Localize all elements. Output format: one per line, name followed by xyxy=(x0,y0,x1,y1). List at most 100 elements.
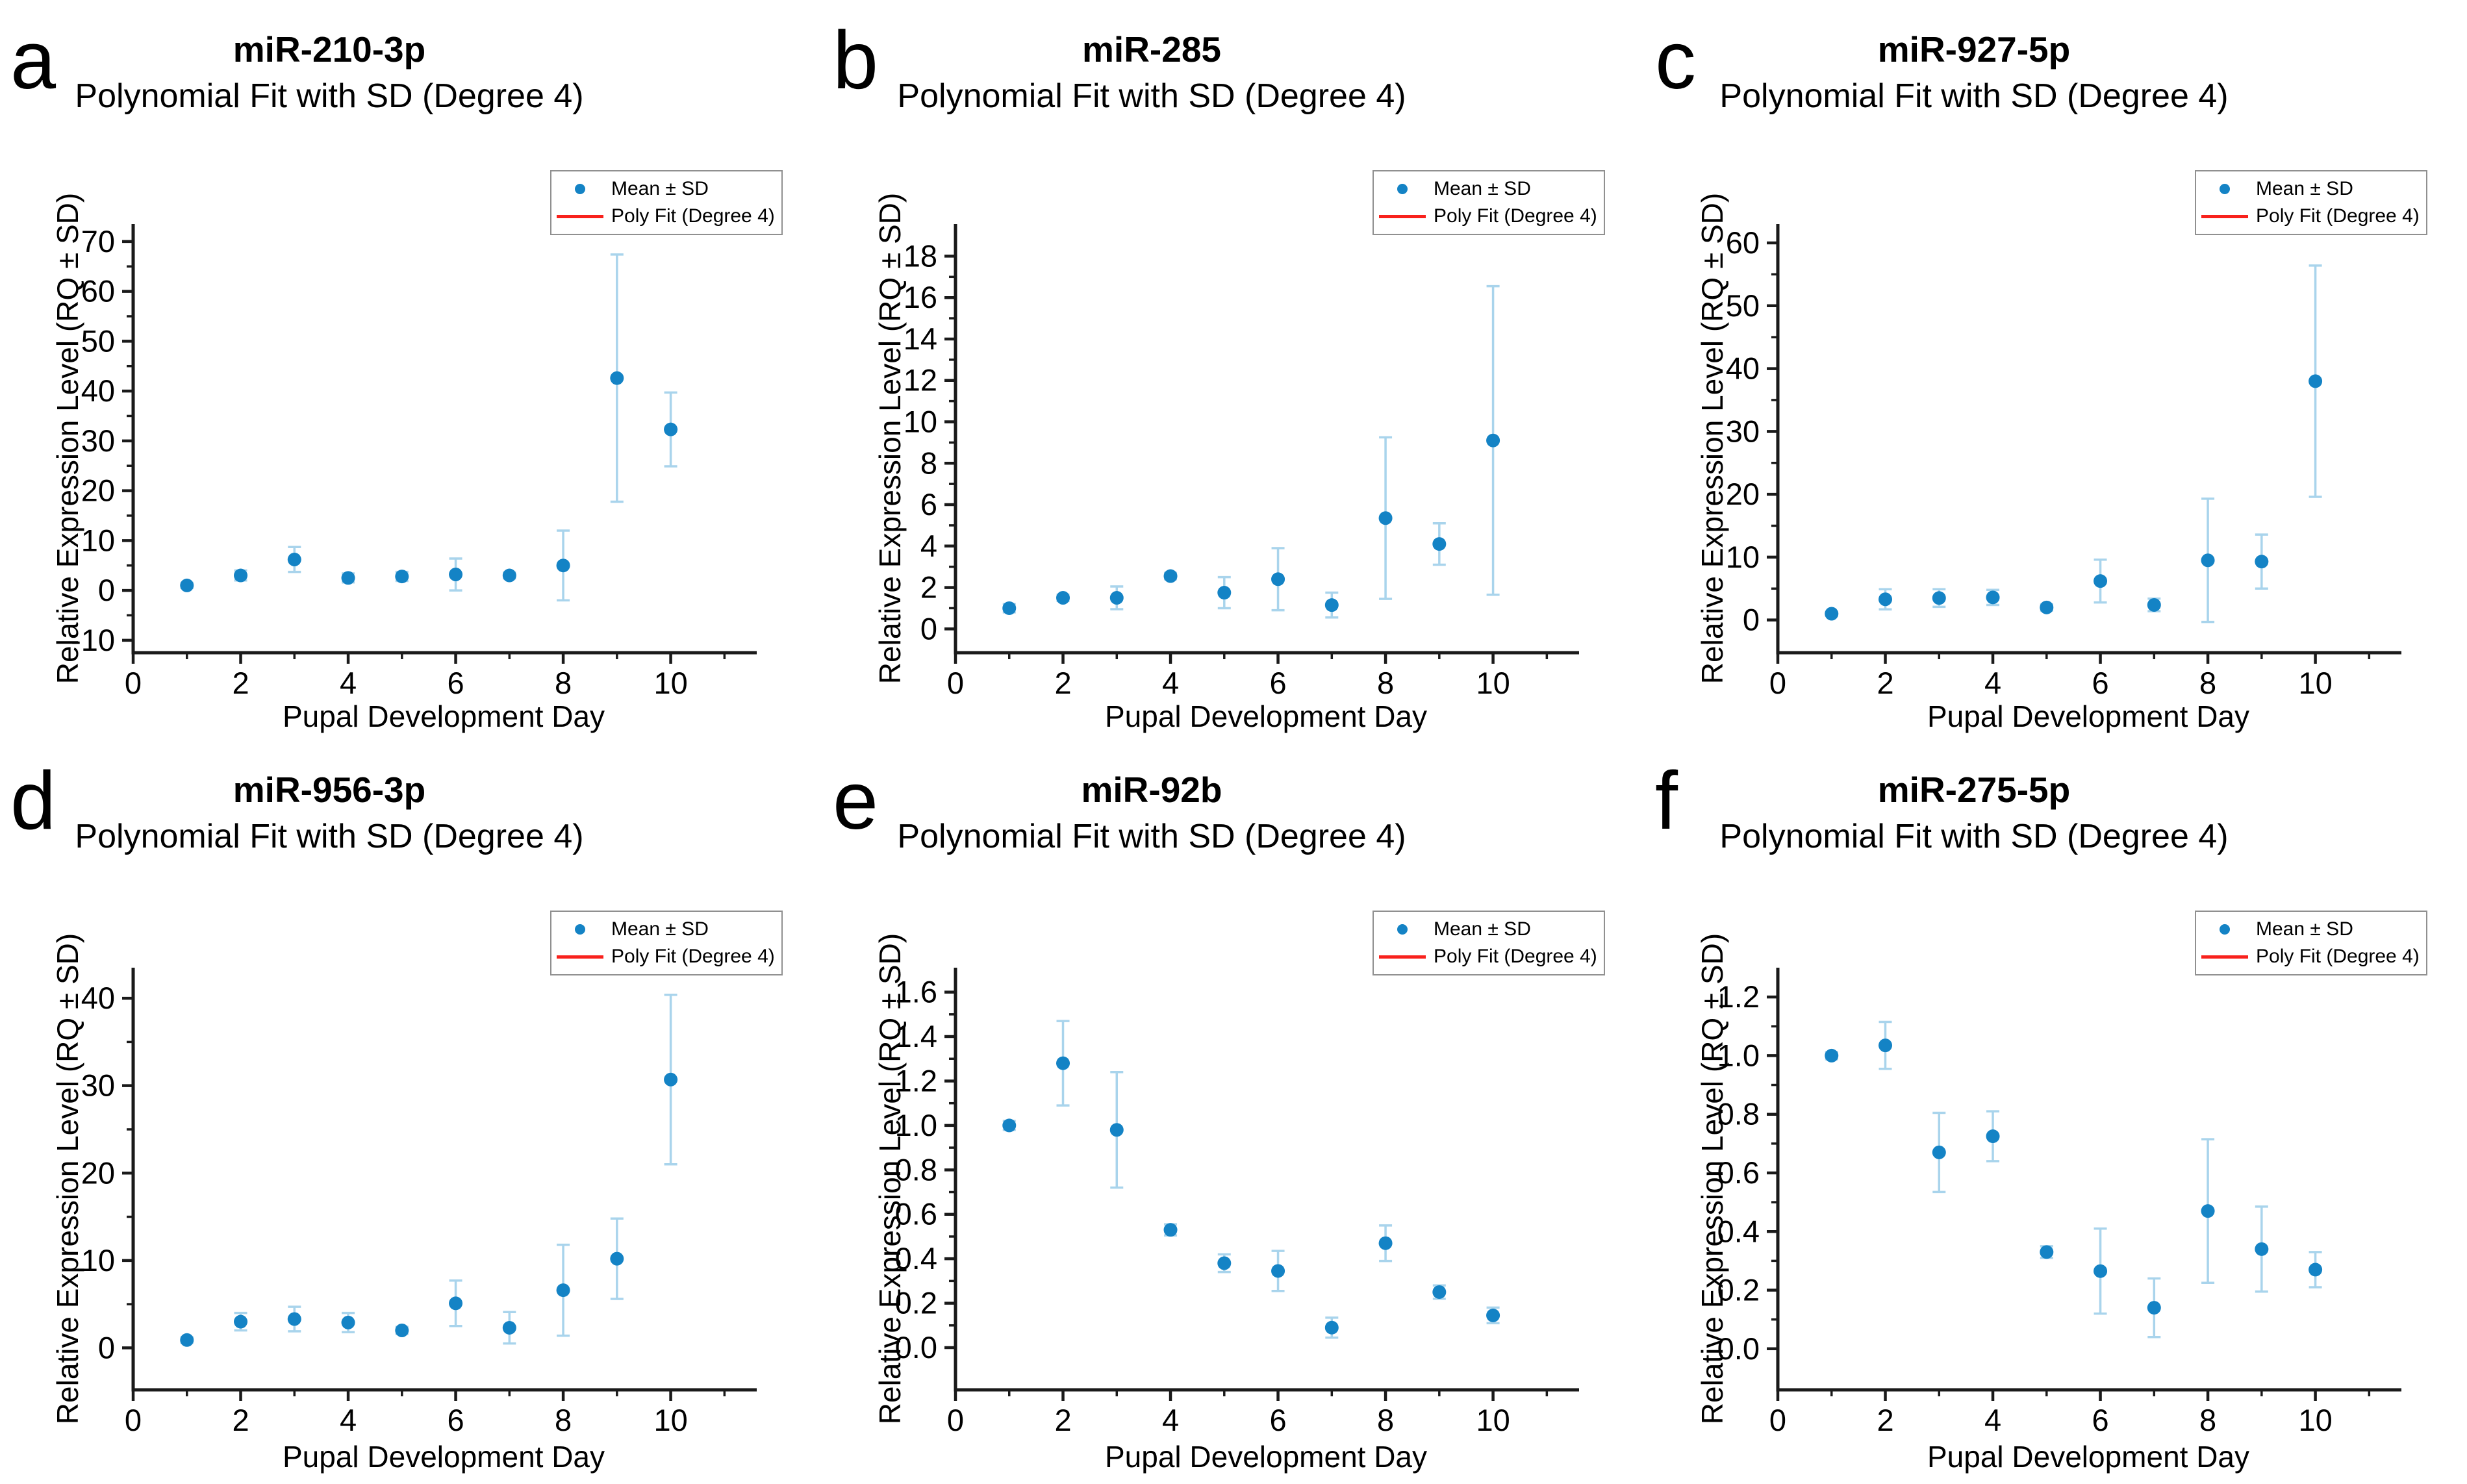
poly-fit-line-icon xyxy=(1376,214,1428,218)
x-tick-label: 6 xyxy=(2092,1403,2108,1437)
data-point xyxy=(502,568,516,583)
x-tick-label: 10 xyxy=(653,1403,687,1437)
x-tick-label: 4 xyxy=(1984,666,2001,700)
data-point xyxy=(449,568,463,582)
legend-row-mean: Mean ± SD xyxy=(554,916,775,943)
chart-plot-area: 0 10 20 30 40 50 60 0 2 4 6 8 10 xyxy=(1726,224,2401,700)
data-point xyxy=(1002,601,1017,615)
data-point xyxy=(664,1072,678,1087)
chart-subtitle: Polynomial Fit with SD (Degree 4) xyxy=(75,818,584,855)
y-tick-label: 20 xyxy=(1726,477,1760,511)
y-tick-label: 30 xyxy=(81,423,115,458)
data-point xyxy=(180,1333,194,1347)
data-point xyxy=(556,559,570,573)
chart-plot-area: 0.0 0.2 0.4 0.6 0.8 1.0 1.2 0 2 4 6 8 10 xyxy=(1717,968,2401,1437)
panel-c: 0 10 20 30 40 50 60 0 2 4 6 8 10 c miR-927-5p Polyno… xyxy=(1645,0,2467,744)
legend-label-mean: Mean ± SD xyxy=(1434,918,1531,940)
poly-fit-line-icon xyxy=(2199,214,2251,218)
data-point xyxy=(234,568,248,583)
x-tick-label: 10 xyxy=(1476,666,1510,700)
x-axis-label: Pupal Development Day xyxy=(1104,699,1428,733)
axes xyxy=(944,968,1579,1401)
x-tick-label: 2 xyxy=(1054,1403,1071,1437)
y-tick-label: 2 xyxy=(920,570,937,605)
data-point xyxy=(234,1314,248,1329)
x-tick-label: 10 xyxy=(2298,1403,2332,1437)
data-point xyxy=(341,571,355,585)
error-bars xyxy=(180,253,677,602)
data-point xyxy=(287,1312,301,1326)
data-point xyxy=(449,1296,463,1311)
y-tick-label: 1.2 xyxy=(1717,979,1760,1014)
y-tick-label: 1.2 xyxy=(895,1063,937,1098)
chart-title: miR-210-3p xyxy=(233,29,426,69)
x-tick-label: 0 xyxy=(947,1403,964,1437)
y-tick-label: 0.4 xyxy=(895,1241,937,1276)
chart-plot-area: 0.0 0.2 0.4 0.6 0.8 1.0 1.2 1.4 1.6 0 2 4 6 8 10 xyxy=(895,968,1579,1437)
x-tick-label: 8 xyxy=(2199,666,2216,700)
legend-label-fit: Poly Fit (Degree 4) xyxy=(2256,946,2420,967)
chart-plot-area: 0 2 4 6 8 10 12 14 16 18 0 2 4 6 8 10 xyxy=(904,224,1579,700)
data-point xyxy=(1271,572,1285,586)
y-axis-label: Relative Expression Level (RQ ± SD) xyxy=(51,192,84,685)
data-point xyxy=(395,570,409,584)
panel-letter: d xyxy=(10,755,57,846)
data-point xyxy=(2040,1245,2054,1259)
data-point xyxy=(2147,1301,2161,1315)
legend-row-mean: Mean ± SD xyxy=(2199,175,2420,203)
y-tick-label: 0.4 xyxy=(1717,1214,1760,1248)
y-tick-label: 20 xyxy=(81,1155,115,1190)
x-tick-label: 6 xyxy=(1269,666,1286,700)
x-tick-label: 6 xyxy=(447,1403,464,1437)
error-bars xyxy=(180,993,677,1345)
data-point xyxy=(664,422,678,436)
data-point xyxy=(2094,1264,2108,1278)
x-tick-label: 2 xyxy=(232,666,249,700)
error-bars xyxy=(1002,284,1500,619)
legend-label-mean: Mean ± SD xyxy=(1434,178,1531,199)
legend: Mean ± SD Poly Fit (Degree 4) xyxy=(1373,911,1605,975)
y-axis-label: Relative Expression Level (RQ ± SD) xyxy=(51,933,84,1425)
data-point xyxy=(2201,553,2215,568)
y-axis-label: Relative Expression Level (RQ ± SD) xyxy=(1695,933,1729,1425)
x-tick-label: 4 xyxy=(340,666,357,700)
legend-row-mean: Mean ± SD xyxy=(2199,916,2420,943)
panel-letter: b xyxy=(833,14,879,106)
y-tick-label: 0.6 xyxy=(895,1197,937,1231)
data-point xyxy=(1109,1123,1124,1137)
legend-label-fit: Poly Fit (Degree 4) xyxy=(611,205,775,227)
x-axis-label: Pupal Development Day xyxy=(282,699,605,733)
legend-label-mean: Mean ± SD xyxy=(2256,178,2353,199)
data-point xyxy=(610,371,624,385)
legend-row-fit: Poly Fit (Degree 4) xyxy=(2199,943,2420,970)
y-tick-label: 10 xyxy=(81,1243,115,1277)
y-tick-label: -10 xyxy=(71,623,115,657)
legend-row-mean: Mean ± SD xyxy=(554,175,775,203)
legend-row-fit: Poly Fit (Degree 4) xyxy=(1376,203,1597,230)
mean-marker-icon xyxy=(2199,184,2251,194)
x-tick-label: 2 xyxy=(1877,1403,1893,1437)
x-tick-label: 4 xyxy=(1162,1403,1179,1437)
chart-plot-area: -10 0 10 20 30 40 50 60 70 0 2 4 6 8 10 xyxy=(71,224,757,700)
data-point xyxy=(1163,569,1178,583)
data-point xyxy=(610,1251,624,1266)
y-tick-label: 0 xyxy=(98,1330,115,1365)
data-point xyxy=(1432,1285,1447,1299)
axes xyxy=(944,224,1579,664)
y-tick-label: 18 xyxy=(904,238,937,273)
x-tick-label: 0 xyxy=(125,1403,142,1437)
y-tick-label: 1.4 xyxy=(895,1019,937,1053)
x-tick-label: 0 xyxy=(1769,666,1786,700)
x-axis-label: Pupal Development Day xyxy=(1104,1440,1428,1474)
x-tick-label: 2 xyxy=(1054,666,1071,700)
data-point xyxy=(1217,1256,1232,1270)
y-axis-label: Relative Expression Level (RQ ± SD) xyxy=(873,933,907,1425)
chart-plot-area: 0 10 20 30 40 0 2 4 6 8 10 xyxy=(81,968,757,1437)
panel-letter: c xyxy=(1655,14,1696,106)
x-tick-label: 10 xyxy=(1476,1403,1510,1437)
y-tick-label: 60 xyxy=(81,274,115,308)
mean-points xyxy=(1825,374,2323,621)
data-point xyxy=(1825,607,1839,621)
legend: Mean ± SD Poly Fit (Degree 4) xyxy=(1373,170,1605,235)
mean-points xyxy=(180,1072,678,1347)
